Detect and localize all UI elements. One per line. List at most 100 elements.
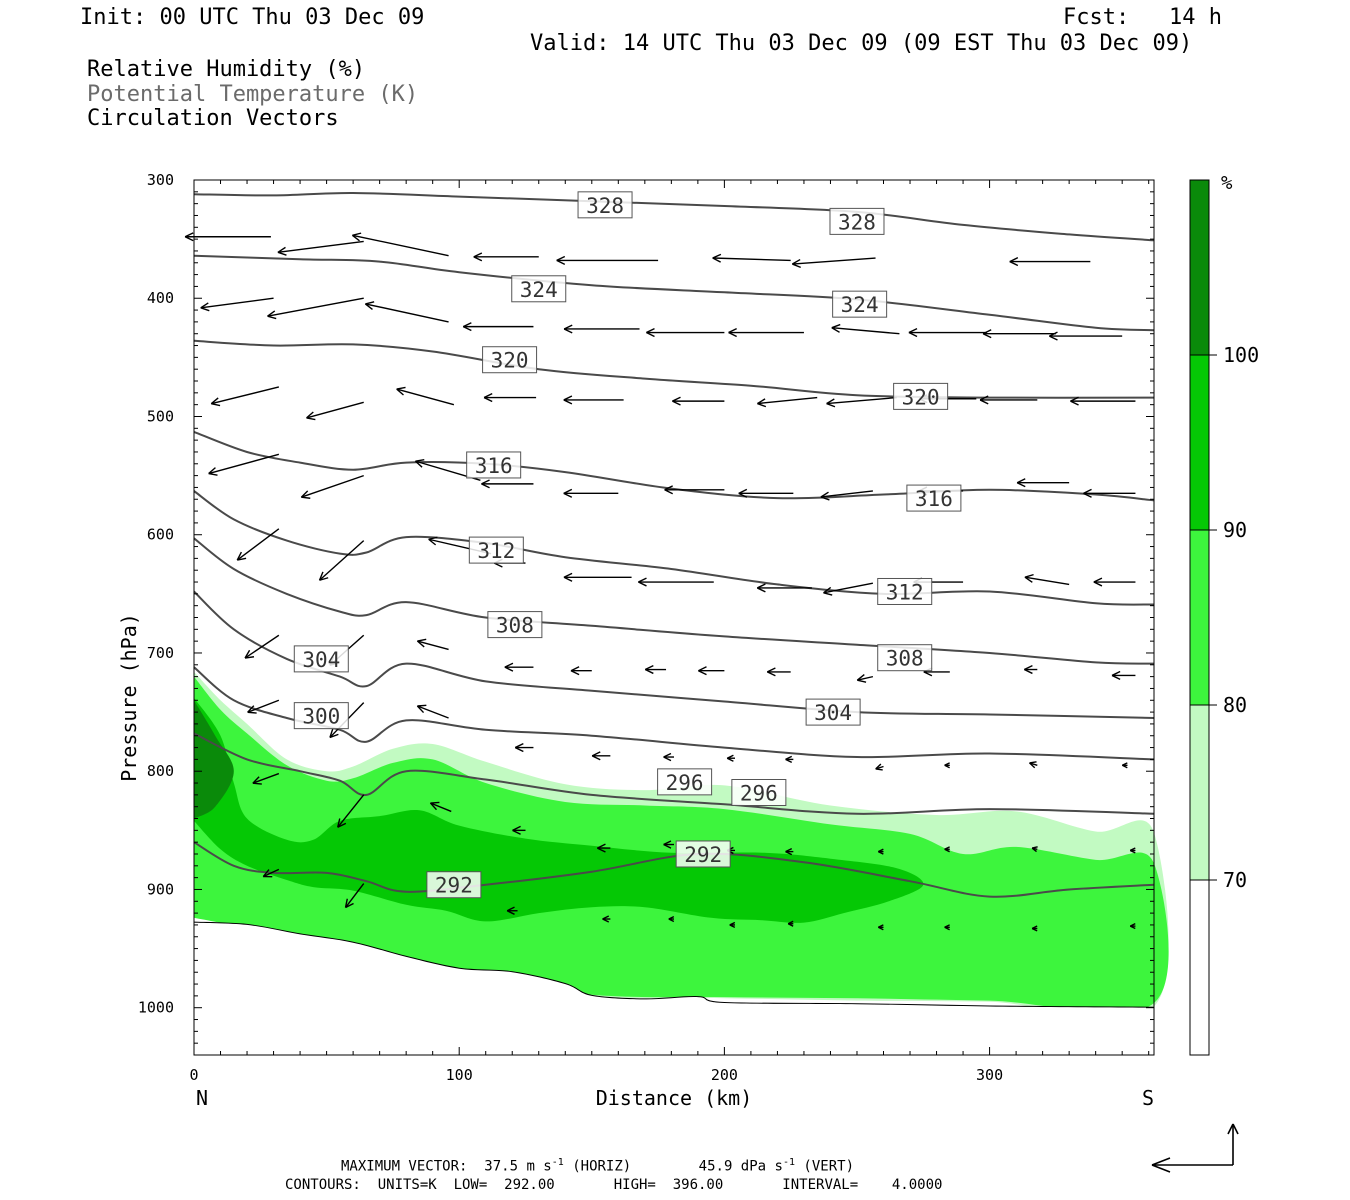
circulation-vectors [184,232,1136,932]
max-vector-vert: 45.9 dPa s [698,1158,783,1175]
colorbar-level-label: 70 [1223,868,1247,892]
vector-arrow [1049,331,1123,341]
vector-arrow [300,474,364,499]
vector-arrow [698,666,725,676]
contour-labels: 328 328 324 324 320 320 316 316 312 312 308 308 304 3… [293,191,962,899]
vector-arrow [563,395,624,405]
svg-text:320: 320 [491,349,529,373]
vector-arrow [820,490,873,501]
vector-arrow [602,915,611,923]
svg-text:296: 296 [666,771,704,795]
theta-contour-316 [193,430,1155,502]
svg-text:324: 324 [520,278,558,302]
vector-arrow [318,540,365,581]
vector-arrow [644,664,667,675]
contour-label-304: 304 [805,698,861,726]
vector-arrow [556,255,659,265]
contour-label-328: 328 [577,191,633,219]
vector-arrow [877,848,884,855]
theta-contour-312 [193,490,1155,606]
svg-text:292: 292 [435,874,473,898]
vector-arrow [210,386,280,407]
y-tick-label: 600 [147,526,174,544]
vector-arrow [591,751,611,761]
vector-arrow [306,401,364,421]
vector-arrow [244,634,280,659]
x-tick-label: 0 [189,1066,198,1084]
vector-arrow [831,323,900,335]
colorbar-band [1190,705,1209,880]
contour-label-308: 308 [487,611,543,639]
vector-arrow [944,924,950,931]
vector-arrow [944,762,950,769]
vector-arrow [429,801,452,813]
colorbar-band [1190,530,1209,705]
vector-arrow [785,847,794,856]
vector-arrow [473,252,539,262]
vector-arrow [726,754,735,762]
y-tick-label: 400 [147,289,174,307]
vector-arrow [1093,577,1136,587]
x-end-label-north: N [196,1086,208,1110]
theta-contour-300 [193,666,1155,761]
vector-arrow [877,924,884,931]
contour-label-320: 320 [893,382,949,410]
vector-arrow [200,297,274,312]
vector-arrow [364,301,449,323]
vert-exponent: -1 [782,1157,795,1168]
theta-contour-292 [193,841,1155,898]
vector-arrow [236,528,280,561]
field-title-rh: Relative Humidity (%) [87,57,366,82]
x-end-label-south: S [1142,1086,1154,1110]
contour-label-292: 292 [426,871,482,899]
vector-arrow [1070,396,1136,406]
vector-arrow [1024,664,1038,675]
vector-arrow [208,453,280,476]
contour-label-316: 316 [906,484,962,512]
vector-arrow [1031,925,1038,932]
theta-contour-324 [193,254,1155,332]
vector-arrow [791,257,876,269]
x-tick-label: 100 [446,1066,473,1084]
rh-region-100 [194,700,234,819]
contour-label-328: 328 [829,207,885,235]
contour-label-300: 300 [293,702,349,730]
colorbar: 70 80 90 100% [1189,172,1259,1056]
colorbar-level-label: 80 [1223,693,1247,717]
theta-contour-308 [193,537,1155,665]
potential-temperature-contours [193,191,1155,898]
contour-label-292: 292 [675,840,731,868]
vector-arrow [1129,847,1136,854]
colorbar-frame [1189,179,1210,1056]
vector-arrow [277,240,364,256]
svg-text:308: 308 [886,647,924,671]
svg-text:312: 312 [477,539,515,563]
vector-arrow [514,743,534,753]
init-time: Init: 00 UTC Thu 03 Dec 09 [80,5,425,30]
x-tick-label: 300 [976,1066,1003,1084]
vector-arrow [646,327,725,338]
x-tick-label: 200 [711,1066,738,1084]
vector-arrow [570,666,592,676]
svg-text:312: 312 [886,580,924,604]
x-axis-label: Distance (km) [596,1086,753,1110]
svg-text:328: 328 [586,194,624,218]
vector-arrow [481,479,534,489]
vector-arrow [1029,761,1038,769]
svg-text:304: 304 [814,701,852,725]
vector-arrow [785,755,794,764]
vector-arrow [462,322,534,332]
contour-label-324: 324 [511,275,567,303]
y-axis-label: Pressure (hPa) [117,613,141,782]
vector-arrow [184,232,271,242]
vector-arrow [979,395,1038,405]
contour-label-304: 304 [293,645,349,673]
y-tick-label: 1000 [138,999,174,1017]
vector-arrow [1024,573,1070,586]
theta-contour-320 [193,339,1155,399]
axes: 300 400 500 600 700 800 900 1000 0 100 200 300 Dista… [117,171,1154,1110]
vert-label: (VERT) [795,1158,855,1175]
colorbar-unit: % [1221,172,1233,194]
theta-contour-328 [193,191,1155,242]
theta-contour-304 [193,590,1155,719]
